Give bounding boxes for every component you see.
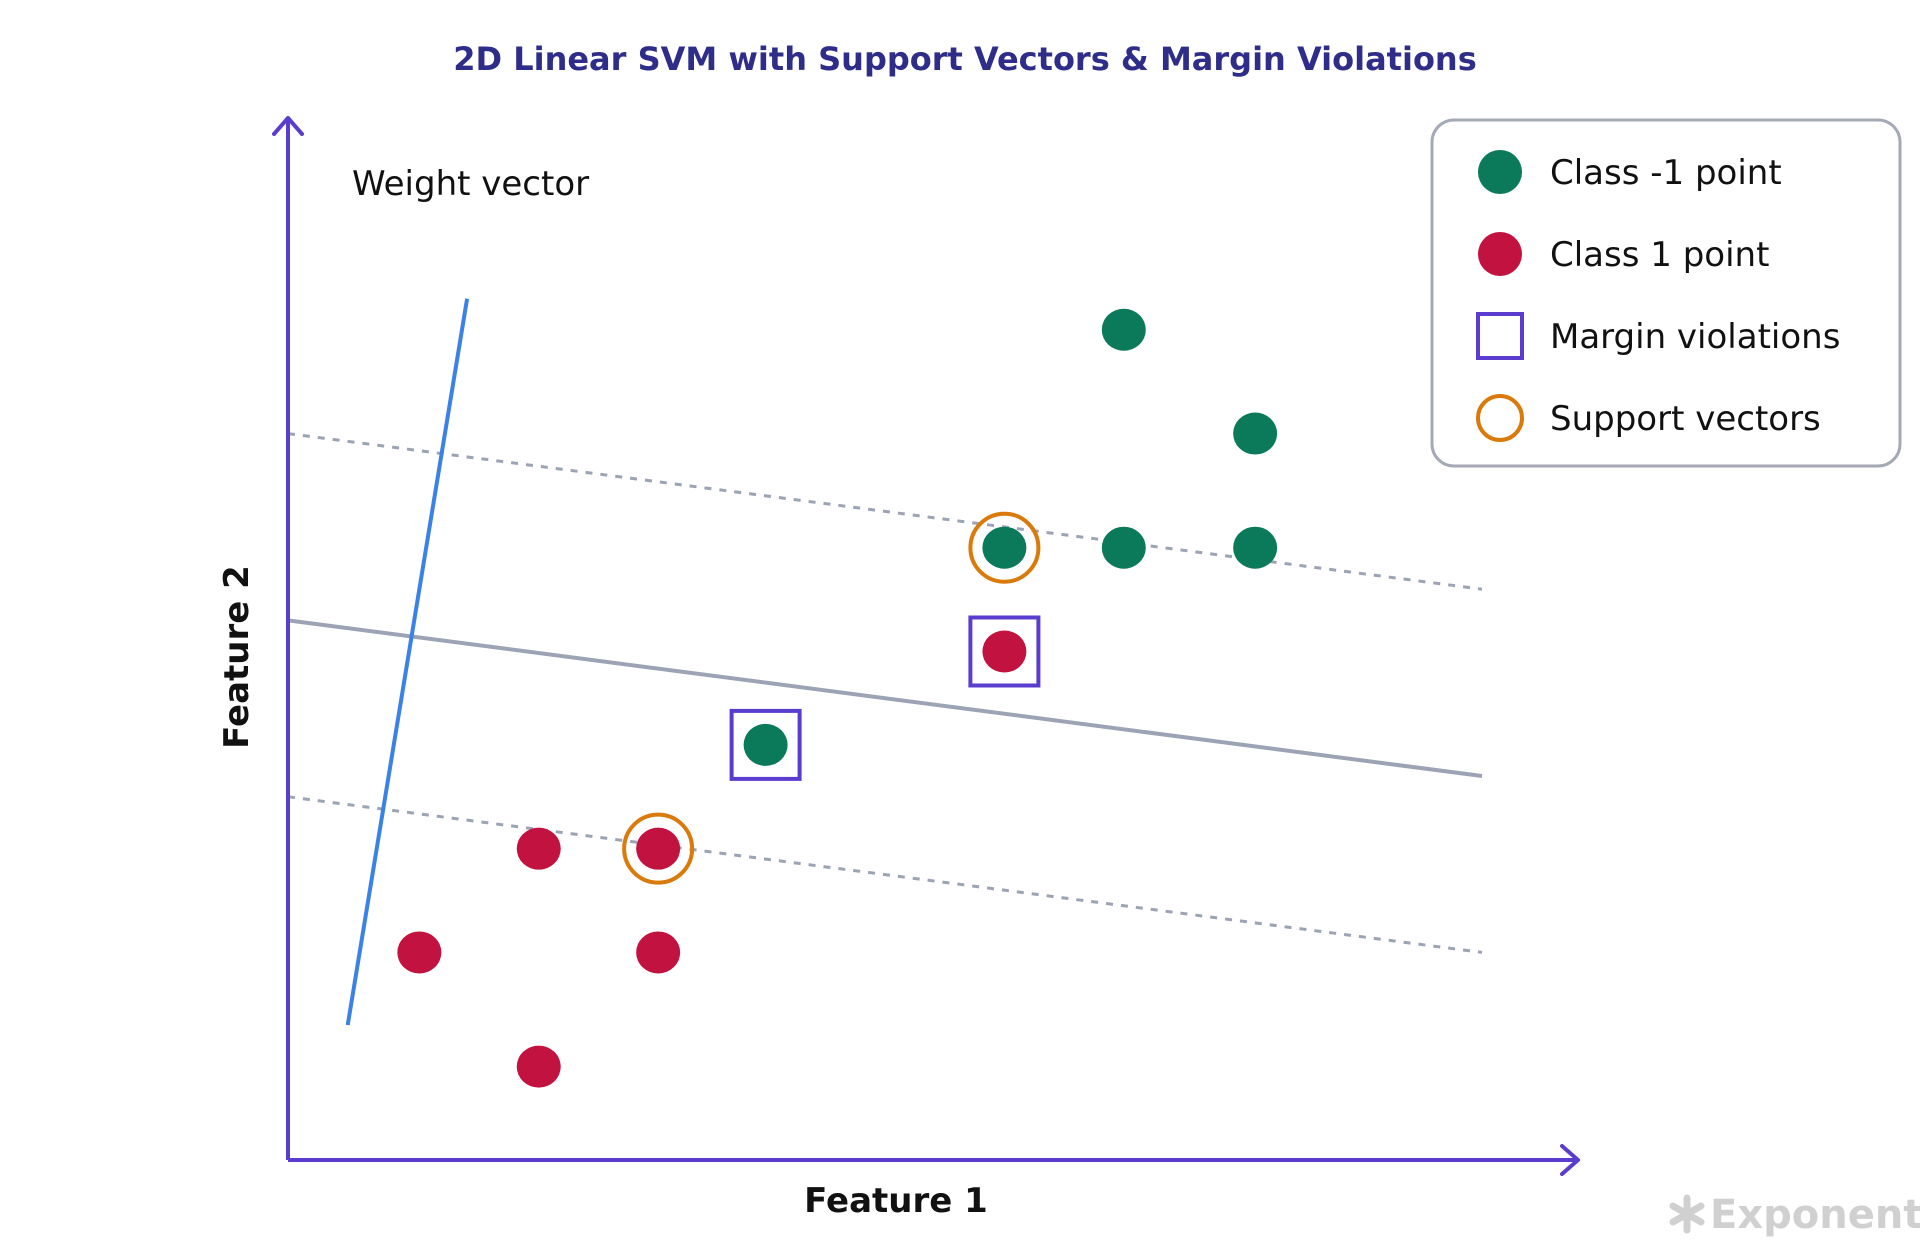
y-axis-label: Feature 2 — [217, 565, 257, 749]
class-pos-point — [636, 931, 681, 974]
y-axis-arrowhead — [272, 116, 304, 136]
margin-violation-marker — [968, 615, 1041, 688]
asterisk-icon — [1669, 1194, 1705, 1234]
points-layer — [397, 308, 1278, 1088]
class-pos-point — [516, 1045, 561, 1088]
weight-vector-label: Weight vector — [352, 164, 589, 204]
legend-marker-class-neg — [1478, 150, 1522, 194]
legend-marker-class-pos — [1478, 232, 1522, 276]
class-neg-point — [1101, 308, 1146, 351]
watermark-text: Exponent — [1710, 1192, 1920, 1238]
legend-label-class-neg: Class -1 point — [1550, 153, 1782, 193]
legend: Class -1 point Class 1 point Margin viol… — [1430, 118, 1902, 468]
legend-label-class-pos: Class 1 point — [1550, 235, 1769, 275]
class-neg-point — [1101, 526, 1146, 569]
class-pos-point — [516, 827, 561, 870]
x-axis-arrowhead — [1560, 1144, 1580, 1176]
legend-box — [1430, 118, 1902, 468]
legend-marker-margin-violation — [1476, 312, 1524, 360]
class-neg-point — [1233, 412, 1278, 455]
decision-boundary-line — [288, 618, 1483, 779]
upper-margin-line — [288, 432, 1483, 591]
chart-title: 2D Linear SVM with Support Vectors & Mar… — [453, 40, 1477, 78]
axes-layer — [272, 116, 1580, 1176]
margin-violation-marker — [729, 708, 802, 781]
support-vector-marker — [622, 812, 695, 885]
x-axis-label: Feature 1 — [804, 1181, 988, 1221]
class-neg-point — [743, 723, 788, 766]
lower-margin-line — [288, 795, 1483, 954]
weight-vector-line — [345, 298, 470, 1026]
support-vector-marker — [968, 511, 1041, 584]
legend-label-margin-violation: Margin violations — [1550, 317, 1840, 357]
class-pos-point — [397, 931, 442, 974]
watermark: Exponent — [1669, 1192, 1920, 1238]
lines-layer — [288, 298, 1483, 1026]
class-neg-point — [1233, 526, 1278, 569]
class-pos-point — [636, 827, 681, 870]
class-neg-point — [982, 526, 1027, 569]
markers-layer — [622, 511, 1041, 885]
legend-label-support-vector: Support vectors — [1550, 399, 1821, 439]
legend-marker-support-vector — [1476, 394, 1524, 442]
class-pos-point — [982, 630, 1027, 673]
